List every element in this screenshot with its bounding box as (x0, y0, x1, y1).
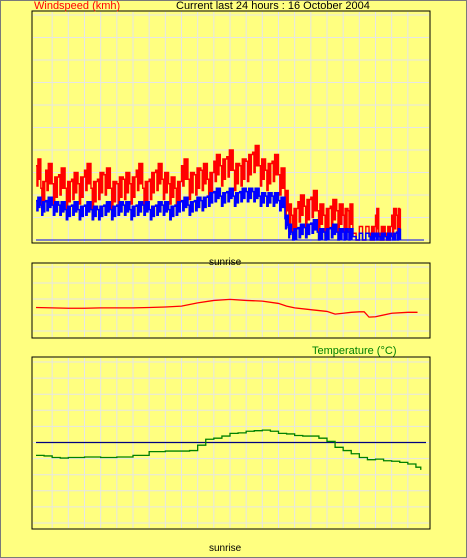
wind-average-line (36, 187, 402, 241)
page-title: Current last 24 hours : 16 October 2004 (176, 0, 370, 12)
temperature-x-tick-label: 08 (0, 0, 6, 3)
temperature-x-tick-label: 12 (0, 0, 6, 3)
wind-x-tick-label: 08 (0, 0, 6, 3)
compass-label: E (0, 0, 4, 3)
wind-x-tick-label: 02 (0, 0, 6, 3)
wind-sunrise-label: sunrise (209, 257, 242, 268)
wind-gust-line (36, 144, 402, 241)
wind-direction-line (35, 298, 418, 318)
temperature-x-tick-label: 22 (0, 0, 6, 3)
temperature-x-tick-label: 18 (0, 0, 6, 3)
temperature-x-tick-label: 06 (0, 0, 6, 3)
compass-label: S (0, 0, 4, 3)
compass-label: N (0, 0, 4, 3)
wind-chart-title: Windspeed (kmh) (34, 0, 120, 12)
marks-layer (35, 144, 426, 470)
compass-label: N (0, 0, 4, 3)
direction-panel (31, 262, 431, 339)
wind-x-tick-label: 22 (0, 0, 6, 3)
temperature-x-tick-label: 10 (0, 0, 6, 3)
wind-x-tick-label: 16 (0, 0, 6, 3)
compass-label: W (0, 0, 5, 3)
wind-x-tick-label: 12 (0, 0, 6, 3)
temperature-x-tick-label: 20 (0, 0, 6, 3)
wind-x-tick-label: 04 (0, 0, 6, 3)
temperature-chart-title: Temperature (°C) (312, 345, 396, 357)
compass-label: - (0, 0, 2, 3)
temperature-line (36, 429, 422, 470)
wind-x-tick-label: 18 (0, 0, 6, 3)
temperature-x-tick-label: 16 (0, 0, 6, 3)
temperature-x-tick-label: 02 (0, 0, 6, 3)
wind-x-tick-label: 10 (0, 0, 6, 3)
temperature-x-tick-label: 14 (0, 0, 6, 3)
labels-layer: 05101520253035404550360270180900NWS-EN26… (0, 0, 6, 3)
temperature-sunrise-label: sunrise (209, 543, 242, 554)
wind-x-tick-label: 06 (0, 0, 6, 3)
wind-x-tick-label: 20 (0, 0, 6, 3)
wind-x-tick-label: 14 (0, 0, 6, 3)
temperature-x-tick-label: 04 (0, 0, 6, 3)
